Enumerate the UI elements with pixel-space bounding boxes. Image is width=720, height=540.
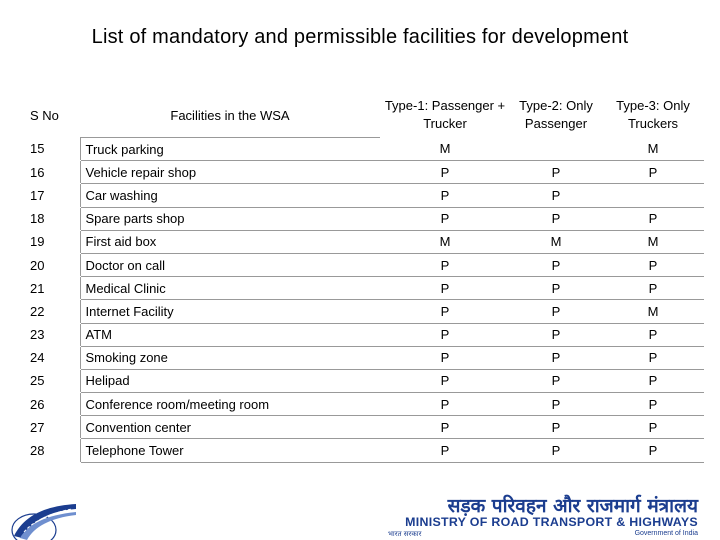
row-type1: M xyxy=(380,137,510,162)
table-row: 28 Telephone Tower P P P xyxy=(18,438,704,463)
row-type2: P xyxy=(510,369,602,394)
row-type2: P xyxy=(510,183,602,208)
row-facility: Telephone Tower xyxy=(79,438,380,463)
row-type3: P xyxy=(602,160,704,185)
table-row: 19 First aid box M M M xyxy=(18,230,704,254)
row-type2: P xyxy=(510,415,602,440)
header-type3: Type-3: Only Truckers xyxy=(616,98,690,132)
row-type1: P xyxy=(380,323,510,347)
row-sno: 22 xyxy=(18,299,80,324)
facilities-table: S No Facilities in the WSA Type-1: Passe… xyxy=(18,93,704,463)
row-sno: 23 xyxy=(18,323,80,347)
row-type2: P xyxy=(510,438,602,463)
row-type1: P xyxy=(380,253,510,278)
header-sno: S No xyxy=(30,107,59,123)
row-type3: M xyxy=(602,137,704,162)
row-type2: P xyxy=(510,392,602,417)
ministry-english-name: MINISTRY OF ROAD TRANSPORT & HIGHWAYS xyxy=(405,515,698,529)
table-row: 20 Doctor on call P P P xyxy=(18,253,704,278)
row-facility: Internet Facility xyxy=(79,299,380,324)
row-facility: Medical Clinic xyxy=(79,276,380,301)
row-type3: P xyxy=(602,438,704,463)
row-type2: P xyxy=(510,253,602,278)
bharat-sarkar-label: भारत सरकार xyxy=(388,530,422,538)
row-type1: P xyxy=(380,183,510,208)
row-facility: Convention center xyxy=(79,415,380,440)
page-title: List of mandatory and permissible facili… xyxy=(91,26,629,48)
row-facility: ATM xyxy=(79,323,380,347)
row-type3 xyxy=(602,183,704,208)
row-type1: P xyxy=(380,160,510,185)
row-type1: P xyxy=(380,392,510,417)
row-type1: P xyxy=(380,369,510,394)
row-type2: P xyxy=(510,160,602,185)
row-facility: Helipad xyxy=(79,369,380,394)
row-type3: P xyxy=(602,369,704,394)
row-facility: Doctor on call xyxy=(79,253,380,278)
table-row: 17 Car washing P P xyxy=(18,183,704,208)
row-type3: P xyxy=(602,253,704,278)
row-facility: First aid box xyxy=(79,230,380,254)
table-row: 24 Smoking zone P P P xyxy=(18,346,704,370)
table-row: 22 Internet Facility P P M xyxy=(18,299,704,324)
table-row: 25 Helipad P P P xyxy=(18,369,704,394)
row-type1: P xyxy=(380,299,510,324)
table-row: 16 Vehicle repair shop P P P xyxy=(18,160,704,185)
row-type1: P xyxy=(380,207,510,231)
row-sno: 16 xyxy=(18,160,80,185)
row-type3: M xyxy=(602,230,704,254)
row-type1: P xyxy=(380,346,510,370)
row-type2: P xyxy=(510,299,602,324)
table-row: 21 Medical Clinic P P P xyxy=(18,276,704,301)
row-type2: P xyxy=(510,276,602,301)
row-type3: P xyxy=(602,346,704,370)
row-type3: M xyxy=(602,299,704,324)
row-sno: 17 xyxy=(18,183,80,208)
table-row: 15 Truck parking M M xyxy=(18,137,704,162)
row-sno: 18 xyxy=(18,207,80,231)
row-type3: P xyxy=(602,415,704,440)
row-facility: Car washing xyxy=(79,183,380,208)
row-sno: 27 xyxy=(18,415,80,440)
row-sno: 26 xyxy=(18,392,80,417)
table-row: 18 Spare parts shop P P P xyxy=(18,207,704,231)
row-facility: Truck parking xyxy=(79,137,380,162)
ministry-hindi-name: सड़क परिवहन और राजमार्ग मंत्रालय xyxy=(447,495,698,517)
highway-emblem-icon xyxy=(11,504,76,540)
row-sno: 21 xyxy=(18,276,80,301)
row-facility: Conference room/meeting room xyxy=(79,392,380,417)
ministry-logo: सड़क परिवहन और राजमार्ग मंत्रालय MINISTR… xyxy=(388,492,698,538)
table-row: 23 ATM P P P xyxy=(18,323,704,347)
table-row: 27 Convention center P P P xyxy=(18,415,704,440)
row-type3: P xyxy=(602,207,704,231)
row-sno: 15 xyxy=(18,137,80,162)
row-sno: 19 xyxy=(18,230,80,254)
government-of-india-label: Government of India xyxy=(634,530,698,537)
row-type1: P xyxy=(380,276,510,301)
header-type2: Type-2: Only Passenger xyxy=(519,98,593,132)
row-type3: P xyxy=(602,276,704,301)
row-facility: Spare parts shop xyxy=(79,207,380,231)
row-type2: P xyxy=(510,323,602,347)
row-type2 xyxy=(510,137,602,162)
row-sno: 28 xyxy=(18,438,80,463)
row-facility: Vehicle repair shop xyxy=(79,160,380,185)
row-type3: P xyxy=(602,323,704,347)
row-sno: 24 xyxy=(18,346,80,370)
header-facility: Facilities in the WSA xyxy=(80,93,380,138)
row-sno: 25 xyxy=(18,369,80,394)
row-type1: P xyxy=(380,415,510,440)
row-type2: M xyxy=(510,230,602,254)
table-row: 26 Conference room/meeting room P P P xyxy=(18,392,704,417)
header-type1: Type-1: Passenger + Trucker xyxy=(384,98,506,132)
row-type1: M xyxy=(380,230,510,254)
row-type2: P xyxy=(510,207,602,231)
row-type3: P xyxy=(602,392,704,417)
row-facility: Smoking zone xyxy=(79,346,380,370)
row-type1: P xyxy=(380,438,510,463)
row-sno: 20 xyxy=(18,253,80,278)
row-type2: P xyxy=(510,346,602,370)
